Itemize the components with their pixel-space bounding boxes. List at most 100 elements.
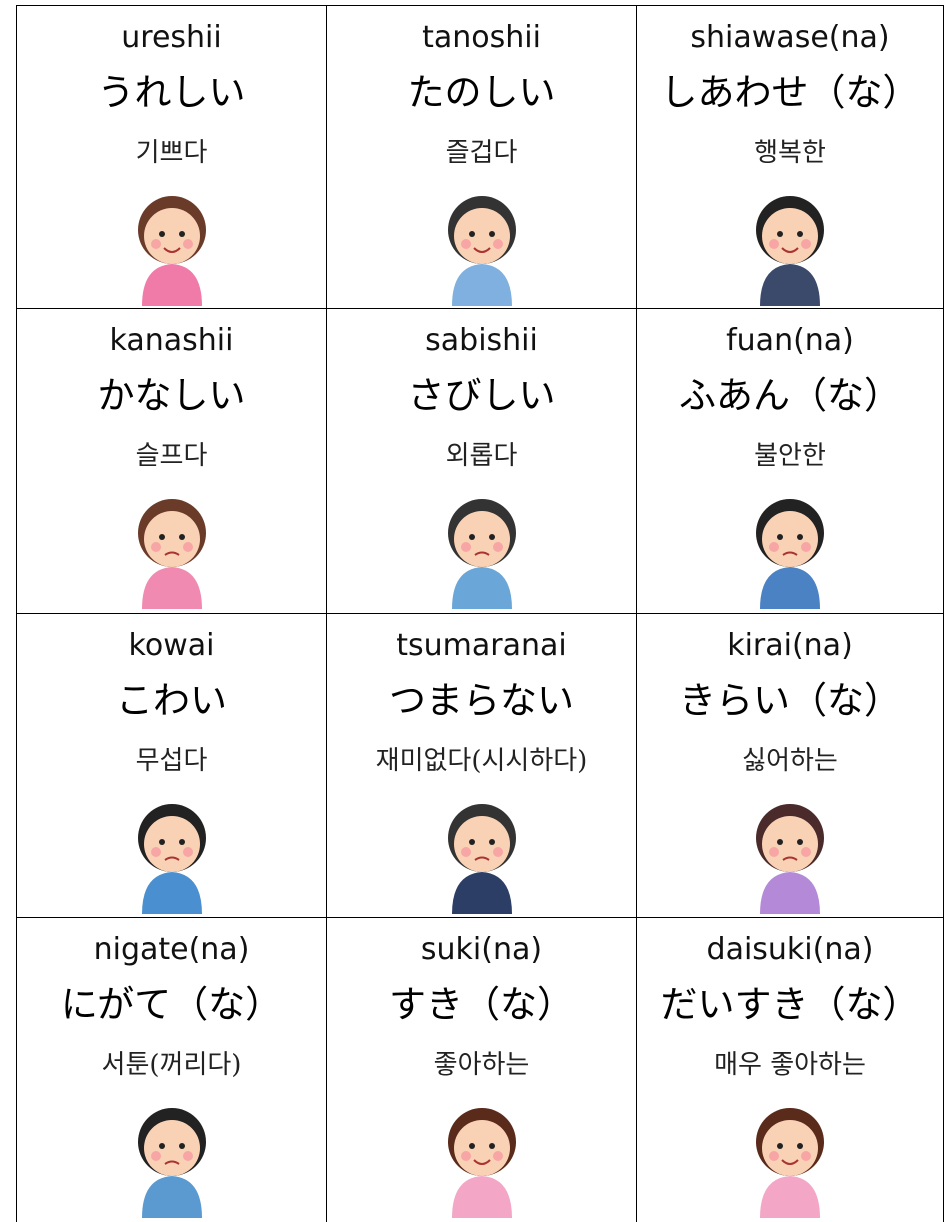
romaji: ureshii — [121, 20, 222, 55]
korean: 외롭다 — [445, 441, 518, 471]
illustration — [756, 1108, 824, 1218]
kana: きらい（な） — [679, 679, 901, 722]
cheek — [460, 1151, 471, 1161]
cheek — [182, 847, 193, 857]
romaji: daisuki(na) — [706, 932, 874, 967]
cheek — [182, 542, 193, 552]
illustration — [756, 804, 824, 914]
cheek — [769, 847, 779, 857]
body — [141, 872, 202, 914]
cheek — [150, 1151, 161, 1161]
cheek — [801, 542, 811, 552]
eye — [488, 1143, 495, 1149]
korean: 무섭다 — [135, 746, 208, 776]
illustration — [137, 804, 206, 914]
eye — [777, 1143, 783, 1149]
romaji: nigate(na) — [93, 932, 250, 967]
illustration — [137, 196, 206, 306]
kana: すき（な） — [389, 983, 574, 1026]
mouth — [781, 1159, 799, 1165]
body — [141, 264, 202, 306]
body — [760, 1176, 820, 1218]
card: kirai(na) きらい（な） 싫어하는 — [636, 613, 944, 918]
card: daisuki(na) だいすき（な） 매우 좋아하는 — [636, 917, 944, 1222]
illustration — [447, 499, 516, 609]
eye — [797, 534, 803, 540]
face — [453, 208, 510, 264]
illustration — [137, 1108, 206, 1218]
face — [762, 816, 818, 872]
cheek — [801, 239, 811, 249]
romaji: fuan(na) — [726, 323, 854, 358]
card: sabishii さびしい 외롭다 — [326, 308, 636, 613]
romaji: kanashii — [109, 323, 234, 358]
body — [141, 1176, 202, 1218]
face — [762, 511, 818, 567]
body — [451, 1176, 512, 1218]
eye — [468, 231, 475, 237]
mouth — [163, 1160, 180, 1165]
mouth — [781, 247, 799, 253]
card-grid: ureshii うれしい 기쁘다 tanoshii たのしい 즐겁다 shiawase(na… — [16, 5, 944, 1222]
korean: 서툰(꺼리다) — [101, 1050, 242, 1080]
romaji: shiawase(na) — [690, 20, 890, 55]
cheek — [182, 239, 193, 249]
kana: うれしい — [97, 71, 246, 114]
mouth — [472, 247, 491, 253]
face — [143, 816, 200, 872]
card: nigate(na) にがて（な） 서툰(꺼리다) — [16, 917, 326, 1222]
eye — [797, 1143, 803, 1149]
eye — [488, 534, 495, 540]
card: kowai こわい 무섭다 — [16, 613, 326, 918]
illustration — [756, 499, 824, 609]
cheek — [769, 239, 779, 249]
cheek — [492, 1151, 503, 1161]
mouth — [473, 856, 490, 861]
body — [141, 567, 202, 609]
korean: 매우 좋아하는 — [714, 1050, 866, 1080]
face — [453, 816, 510, 872]
eye — [488, 231, 495, 237]
card: kanashii かなしい 슬프다 — [16, 308, 326, 613]
card: shiawase(na) しあわせ（な） 행복한 — [636, 5, 944, 310]
cheek — [460, 239, 471, 249]
face — [143, 511, 200, 567]
kana: つまらない — [389, 679, 574, 722]
illustration — [447, 196, 516, 306]
card: tanoshii たのしい 즐겁다 — [326, 5, 636, 310]
kana: かなしい — [97, 374, 246, 417]
kana: しあわせ（な） — [660, 71, 920, 114]
eye — [158, 839, 165, 845]
face — [762, 1120, 818, 1176]
body — [451, 872, 512, 914]
face — [762, 208, 818, 264]
body — [760, 567, 820, 609]
korean: 싫어하는 — [742, 746, 838, 776]
card: ureshii うれしい 기쁘다 — [16, 5, 326, 310]
kana: にがて（な） — [60, 983, 283, 1026]
romaji: kowai — [128, 628, 215, 663]
card: suki(na) すき（な） 좋아하는 — [326, 917, 636, 1222]
eye — [178, 839, 185, 845]
eye — [158, 534, 165, 540]
cheek — [769, 1151, 779, 1161]
kana: さびしい — [407, 374, 556, 417]
korean: 슬프다 — [135, 441, 208, 471]
face — [143, 208, 200, 264]
cheek — [460, 542, 471, 552]
kana: ふあん（な） — [679, 374, 901, 417]
cheek — [460, 847, 471, 857]
face — [143, 1120, 200, 1176]
cheek — [182, 1151, 193, 1161]
cheek — [150, 847, 161, 857]
cheek — [492, 239, 503, 249]
eye — [797, 839, 803, 845]
romaji: kirai(na) — [727, 628, 853, 663]
illustration — [137, 499, 206, 609]
eye — [777, 839, 783, 845]
eye — [797, 231, 803, 237]
cheek — [150, 239, 161, 249]
korean: 기쁘다 — [135, 138, 208, 168]
eye — [158, 231, 165, 237]
